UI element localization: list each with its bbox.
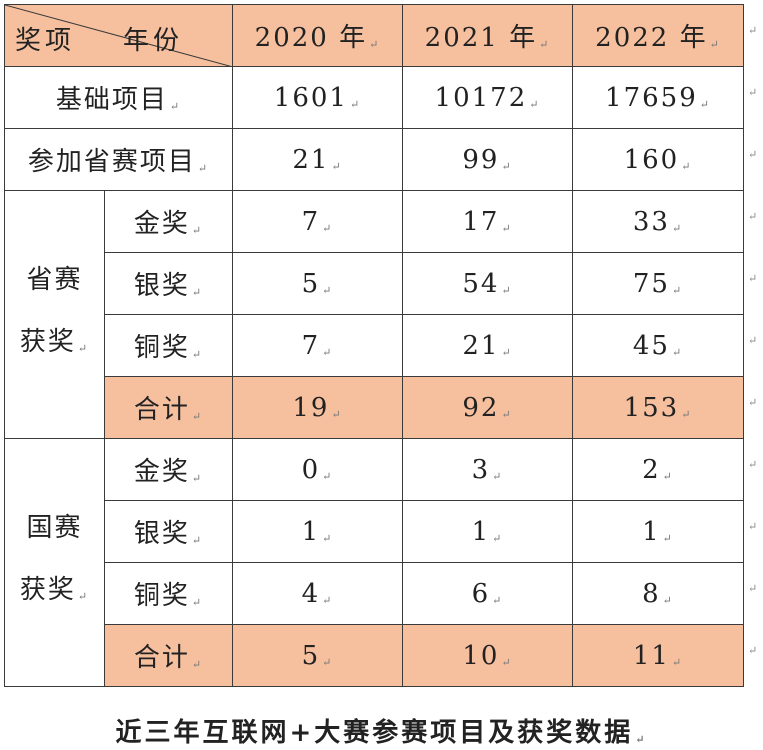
diagonal-divider — [5, 5, 230, 66]
table-cell: 3 ↵ — [402, 438, 573, 501]
year-header: 2021 年 ↵ — [402, 4, 573, 67]
sub-label: 金奖 ↵ — [104, 438, 233, 501]
row-end-mark: ↵ — [748, 644, 758, 657]
row-end-mark: ↵ — [748, 396, 758, 409]
group-label-provincial: 省赛 获奖 ↵ — [4, 190, 105, 439]
table-cell: 21 ↵ — [402, 314, 573, 377]
table-cell: 4 ↵ — [232, 562, 403, 625]
table-cell: 99 ↵ — [402, 128, 573, 191]
table-row-national-total: 合计 ↵ 5 ↵ 10 ↵ 11 ↵ — [5, 624, 744, 687]
table-cell-total: 153 ↵ — [572, 376, 744, 439]
table-cell: 45 ↵ — [572, 314, 744, 377]
awards-table: 奖项 年份 2020 年 ↵ 2021 年 ↵ 2022 年 ↵ 基础项目 ↵ 1601… — [4, 4, 744, 687]
row-label: 基础项目 ↵ — [4, 66, 233, 129]
row-end-mark: ↵ — [748, 520, 758, 533]
header-award-label: 奖项 — [15, 26, 76, 56]
table-row-national-silver: 银奖 ↵ 1 ↵ 1 ↵ 1 ↵ — [5, 500, 744, 563]
table-cell: 6 ↵ — [402, 562, 573, 625]
group-label-national: 国赛 获奖 ↵ — [4, 438, 105, 687]
row-label: 参加省赛项目 ↵ — [4, 128, 233, 191]
table-cell-total: 92 ↵ — [402, 376, 573, 439]
table-cell: 1 ↵ — [402, 500, 573, 563]
sub-label: 银奖 ↵ — [104, 500, 233, 563]
table-cell: 7 ↵ — [232, 314, 403, 377]
sub-label: 银奖 ↵ — [104, 252, 233, 315]
table-cell: 1 ↵ — [572, 500, 744, 563]
table-cell: 54 ↵ — [402, 252, 573, 315]
row-end-mark: ↵ — [748, 458, 758, 471]
table-cell: 2 ↵ — [572, 438, 744, 501]
table-row-national-bronze: 铜奖 ↵ 4 ↵ 6 ↵ 8 ↵ — [5, 562, 744, 625]
table-cell: 0 ↵ — [232, 438, 403, 501]
table-row-provincial-entries: 参加省赛项目 ↵ 21 ↵ 99 ↵ 160 ↵ — [4, 128, 744, 191]
row-end-mark: ↵ — [748, 582, 758, 595]
table-cell-total: 5 ↵ — [232, 624, 403, 687]
table-cell: 160 ↵ — [572, 128, 744, 191]
row-end-mark: ↵ — [748, 334, 758, 347]
table-cell: 5 ↵ — [232, 252, 403, 315]
header-year-label: 年份 — [123, 26, 184, 56]
table-cell-total: 10 ↵ — [402, 624, 573, 687]
table-row-provincial-gold: 省赛 获奖 ↵ 金奖 ↵ 7 ↵ 17 ↵ 33 ↵ — [4, 190, 744, 439]
table-cell: 33 ↵ — [572, 190, 744, 253]
year-header: 2020 年 ↵ — [232, 4, 403, 67]
header-corner-cell: 奖项 年份 — [4, 4, 233, 67]
sub-label: 铜奖 ↵ — [104, 314, 233, 377]
row-end-mark: ↵ — [748, 272, 758, 285]
table-cell: 8 ↵ — [572, 562, 744, 625]
table-cell: 75 ↵ — [572, 252, 744, 315]
row-end-mark: ↵ — [748, 86, 758, 99]
sub-label: 铜奖 ↵ — [104, 562, 233, 625]
header-row: 奖项 年份 2020 年 ↵ 2021 年 ↵ 2022 年 ↵ — [4, 4, 744, 67]
table-cell: 1601 ↵ — [232, 66, 403, 129]
table-row-national-gold: 国赛 获奖 ↵ 金奖 ↵ 0 ↵ 3 ↵ 2 ↵ — [4, 438, 744, 687]
table-cell-total: 19 ↵ — [232, 376, 403, 439]
table-row-provincial-silver: 银奖 ↵ 5 ↵ 54 ↵ 75 ↵ — [5, 252, 744, 315]
table-row-basic: 基础项目 ↵ 1601 ↵ 10172 ↵ 17659 ↵ — [4, 66, 744, 129]
row-end-mark: ↵ — [748, 210, 758, 223]
year-header: 2022 年 ↵ — [572, 4, 744, 67]
table-cell: 7 ↵ — [232, 190, 403, 253]
table-cell: 10172 ↵ — [402, 66, 573, 129]
row-end-mark: ↵ — [748, 24, 758, 37]
sub-label-total: 合计 ↵ — [104, 624, 233, 687]
table-caption: 近三年互联网+大赛参赛项目及获奖数据 ↵ — [115, 718, 648, 748]
sub-label-total: 合计 ↵ — [104, 376, 233, 439]
row-end-mark: ↵ — [748, 148, 758, 161]
table-row-provincial-bronze: 铜奖 ↵ 7 ↵ 21 ↵ 45 ↵ — [5, 314, 744, 377]
table-cell-total: 11 ↵ — [572, 624, 744, 687]
table-cell: 1 ↵ — [232, 500, 403, 563]
table-row-provincial-total: 合计 ↵ 19 ↵ 92 ↵ 153 ↵ — [5, 376, 744, 439]
table-cell: 21 ↵ — [232, 128, 403, 191]
table-cell: 17659 ↵ — [572, 66, 744, 129]
sub-label: 金奖 ↵ — [104, 190, 233, 253]
table-cell: 17 ↵ — [402, 190, 573, 253]
